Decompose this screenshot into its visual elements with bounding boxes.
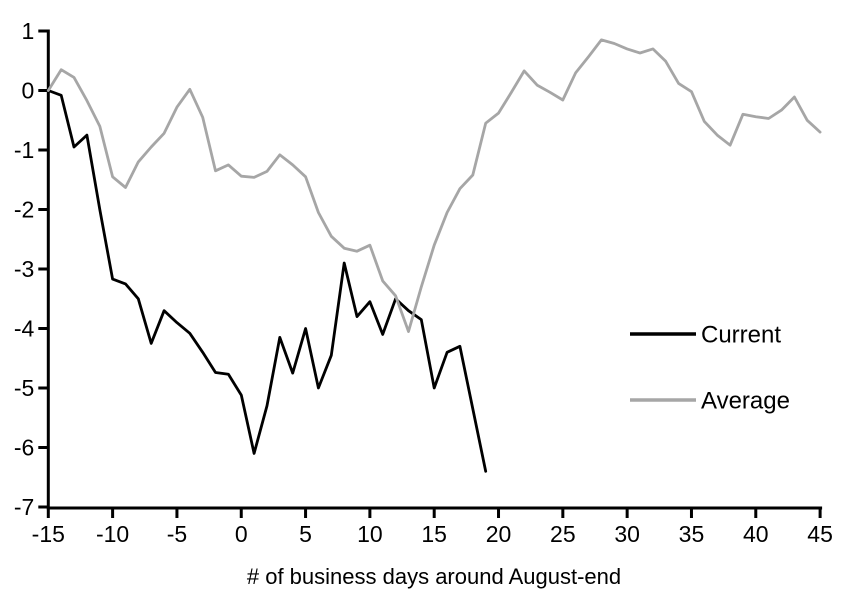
x-tick-label: 45 xyxy=(807,521,833,547)
y-tick-label: 1 xyxy=(22,18,35,44)
y-tick-label: -2 xyxy=(14,197,34,223)
axes xyxy=(38,29,823,518)
x-tick-label: -15 xyxy=(32,521,65,547)
y-tick-label: -1 xyxy=(14,137,34,163)
legend-label-average: Average xyxy=(701,388,790,415)
series-line-current xyxy=(46,89,488,473)
x-tick-label: 30 xyxy=(614,521,640,547)
x-tick-label: -5 xyxy=(167,521,187,547)
x-tick-label: 15 xyxy=(421,521,447,547)
y-tick-label: -7 xyxy=(14,494,34,520)
x-tick-label: 25 xyxy=(550,521,576,547)
x-tick-label: -10 xyxy=(96,521,129,547)
y-tick-label: -3 xyxy=(14,256,34,282)
x-tick-label: 35 xyxy=(679,521,705,547)
x-tick-label: 5 xyxy=(299,521,312,547)
tick-labels: 10-1-2-3-4-5-6-7-15 -10 -5 0 5 10 15 20 25 30 35 40… xyxy=(14,18,833,547)
x-tick-label: 10 xyxy=(357,521,383,547)
x-tick-label: 20 xyxy=(486,521,512,547)
x-tick-label: 40 xyxy=(743,521,769,547)
series-line-average xyxy=(46,38,822,333)
y-tick-label: 0 xyxy=(22,78,35,104)
y-tick-label: -5 xyxy=(14,375,34,401)
x-axis-title: # of business days around August-end xyxy=(247,564,621,589)
x-tick-label: 0 xyxy=(235,521,248,547)
y-tick-label: -6 xyxy=(14,435,34,461)
series-lines xyxy=(46,38,822,473)
legend: Current Average xyxy=(630,322,790,415)
legend-label-current: Current xyxy=(701,322,781,349)
y-tick-label: -4 xyxy=(14,316,35,342)
